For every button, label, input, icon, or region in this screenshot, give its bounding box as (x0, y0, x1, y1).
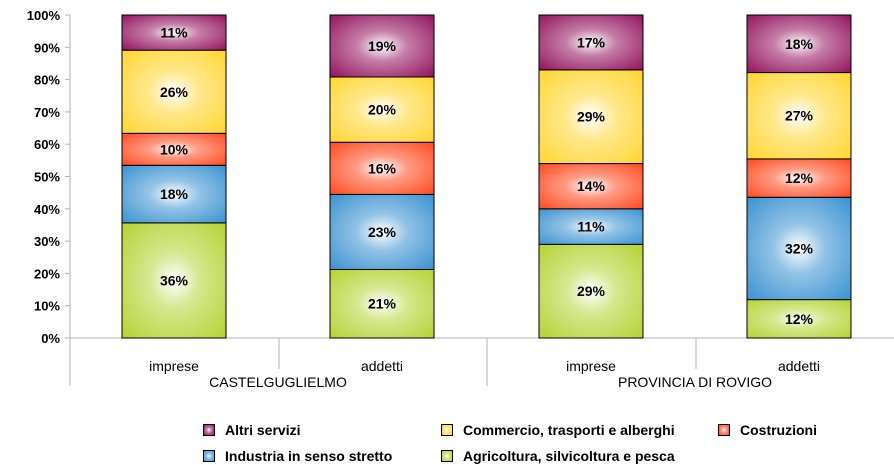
data-label: 18% (785, 36, 814, 52)
y-tick-label: 90% (34, 40, 60, 55)
data-label: 29% (577, 109, 606, 125)
data-label: 20% (368, 102, 397, 118)
bar-segment (329, 14, 435, 78)
bar-segment (121, 222, 227, 339)
data-label: 27% (785, 108, 814, 124)
legend-label: Commercio, trasporti e alberghi (463, 422, 675, 438)
data-label: 14% (577, 178, 606, 194)
bar-segment (121, 132, 227, 166)
data-label: 10% (160, 141, 189, 157)
legend-swatch (203, 450, 215, 462)
legend-swatch (718, 424, 730, 436)
bar-segment (538, 208, 644, 245)
bar-segment (538, 243, 644, 339)
x-category-label: imprese (149, 358, 199, 374)
y-tick-label: 50% (34, 170, 60, 185)
y-tick-label: 60% (34, 137, 60, 152)
legend-swatch (441, 450, 453, 462)
bars-layer (121, 14, 852, 339)
data-label: 16% (368, 160, 397, 176)
y-tick-label: 30% (34, 234, 60, 249)
data-label: 19% (368, 38, 397, 54)
data-label: 18% (160, 186, 189, 202)
legend-label: Industria in senso stretto (225, 448, 393, 464)
data-label: 29% (577, 283, 606, 299)
data-label: 21% (368, 296, 397, 312)
bar-segment (746, 158, 852, 198)
bar-segment (746, 196, 852, 301)
bar-segment (329, 76, 435, 143)
legend-item: Altri servizi (203, 422, 300, 438)
y-tick-label: 20% (34, 266, 60, 281)
x-group-label: PROVINCIA DI ROVIGO (618, 374, 772, 390)
labels-layer: 36% 18% 10% 26% 11% 21% 23% 16% 20% 19% 29% 11% 14% 2… (160, 25, 814, 327)
y-tick-label: 100% (27, 8, 61, 23)
data-label: 36% (160, 272, 189, 288)
bar-segment (329, 268, 435, 339)
legend-item: Agricoltura, silvicoltura e pesca (441, 448, 675, 464)
bar-segment (121, 164, 227, 224)
axis-layer: 0% 10% 20% 30% 40% 50% 60% 70% 80% 90% 100% imprese… (27, 8, 894, 390)
bar-segment (538, 163, 644, 210)
y-tick-label: 70% (34, 105, 60, 120)
bar-segment (746, 299, 852, 339)
data-label: 26% (160, 84, 189, 100)
legend-swatch (441, 424, 453, 436)
legend-item: Commercio, trasporti e alberghi (441, 422, 675, 438)
x-category-label: addetti (778, 358, 820, 374)
data-label: 11% (577, 219, 605, 235)
legend-item: Costruzioni (718, 422, 817, 438)
y-tick-label: 10% (34, 299, 60, 314)
bar-segment (538, 69, 644, 165)
y-tick-label: 0% (41, 331, 60, 346)
bar-segment (121, 49, 227, 134)
y-tick-label: 40% (34, 202, 60, 217)
x-category-label: imprese (566, 358, 616, 374)
legend-swatch (203, 424, 215, 436)
data-label: 12% (785, 311, 814, 327)
data-label: 23% (368, 224, 397, 240)
data-label: 32% (785, 240, 814, 256)
bar-segment (538, 14, 644, 71)
legend-item: Industria in senso stretto (203, 448, 392, 464)
data-label: 11% (160, 25, 188, 41)
x-group-label: CASTELGUGLIELMO (209, 374, 347, 390)
bar-segment (746, 14, 852, 74)
x-category-label: addetti (361, 358, 403, 374)
legend-label: Agricoltura, silvicoltura e pesca (463, 448, 675, 464)
bar-segment (746, 72, 852, 160)
bar-segment (329, 141, 435, 195)
y-tick-label: 80% (34, 73, 60, 88)
bar-segment (121, 14, 227, 51)
bar-segment (329, 193, 435, 270)
data-label: 17% (577, 34, 606, 50)
legend-label: Costruzioni (740, 422, 817, 438)
chart-legend: Altri servizi Commercio, trasporti e albe… (0, 418, 894, 465)
legend-label: Altri servizi (225, 422, 301, 438)
data-label: 12% (785, 170, 814, 186)
